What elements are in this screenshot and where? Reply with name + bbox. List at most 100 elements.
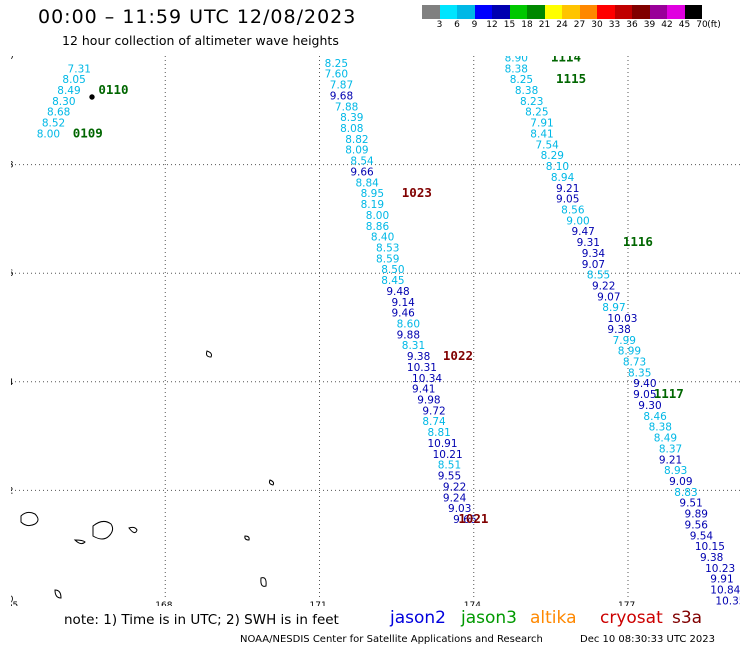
island-shape [206,350,212,358]
colorbar-swatch [579,5,597,19]
longitude-tick-label: 177 [618,601,635,606]
wave-height-value: 8.55 [587,270,610,282]
wave-height-value: 9.98 [417,395,440,407]
colorbar-level-label: 24 [556,20,568,30]
wave-height-value: 8.05 [62,74,85,86]
island-shape [73,539,86,545]
colorbar-level-label: 3 [436,20,443,30]
wave-height-value: 9.38 [700,552,723,564]
wave-height-value: 7.88 [335,101,358,113]
colorbar-swatch [632,5,650,19]
wave-height-value: 9.72 [422,405,445,417]
wave-height-value: 9.38 [607,324,630,336]
wave-height-value: 8.41 [530,128,553,140]
legend-s3a: s3a [672,608,703,628]
wave-height-value: 7.31 [68,63,91,75]
colorbar-swatch [684,5,702,19]
pass-time-label: 0110 [98,82,128,97]
legend-jason2: jason2 [390,608,446,628]
colorbar-level-label: 18 [521,20,533,30]
credit-text: NOAA/NESDIS Center for Satellite Applica… [240,634,543,645]
wave-height-value: 8.99 [618,346,641,358]
wave-height-value: 9.66 [350,166,374,178]
wave-height-value: 8.19 [361,199,384,211]
wave-height-value: 9.89 [685,509,708,521]
wave-height-value: 8.68 [47,107,70,119]
colorbar-swatch [439,5,457,19]
wave-height-value: 8.73 [623,357,646,369]
wave-height-value: 9.46 [391,308,415,320]
wave-height-value: 8.00 [37,128,60,140]
wave-height-value: 8.93 [664,465,687,477]
colorbar-swatch [474,5,492,19]
wave-height-value: 10.35 [715,595,740,606]
wave-height-value: 8.23 [520,96,543,108]
colorbar-swatch [509,5,527,19]
colorbar-unit-label: (ft) [707,20,721,30]
wave-height-value: 9.24 [443,492,467,504]
wave-height-value: 7.91 [530,118,553,130]
latitude-tick-label: 18 [11,161,14,171]
wave-height-value: 8.38 [505,63,528,75]
wave-height-value: 8.29 [541,150,564,162]
island-dot [89,94,95,100]
colorbar-level-label: 30 [591,20,603,30]
wave-height-value: 8.86 [366,221,390,233]
island-shape [128,526,138,534]
wave-height-value: 9.05 [556,194,579,206]
wave-height-value: 9.91 [710,574,733,586]
wave-height-value: 8.25 [525,107,548,119]
wave-height-value: 10.15 [695,541,725,553]
wave-height-value: 9.51 [679,498,702,510]
wave-height-value: 8.97 [602,302,625,314]
wave-height-value: 8.51 [438,460,461,472]
wave-height-value: 7.87 [330,80,353,92]
wave-height-value: 9.21 [659,454,682,466]
colorbar-level-label: 6 [454,20,460,30]
wave-height-value: 8.74 [422,416,446,428]
wave-height-value: 9.41 [412,384,435,396]
colorbar-level-label: 12 [486,20,498,30]
island-shape [54,589,62,599]
wave-height-value: 8.38 [649,422,672,434]
colorbar-swatch [457,5,475,19]
wave-height-value: 7.60 [325,69,348,81]
colorbar-level-label: 33 [608,20,621,30]
wave-height-value: 8.08 [340,123,363,135]
latitude-tick-label: 12 [11,486,13,496]
wave-height-value: 8.09 [345,145,368,157]
island-shape [268,479,275,486]
latitude-tick-label: 14 [11,378,14,388]
island-outlines [20,94,275,599]
pass-time-label: 1022 [443,348,473,363]
colorbar-swatch [562,5,580,19]
island-shape [260,577,267,587]
wave-height-value: 8.90 [505,56,528,64]
legend-altika: altika [530,608,577,628]
colorbar-level-label: 9 [471,20,478,30]
pass-time-label: 1117 [654,386,684,401]
wave-height-value: 8.82 [345,134,368,146]
wave-height-value: 9.05 [633,389,656,401]
wave-height-value: 9.34 [582,248,606,260]
wave-height-value: 10.91 [427,438,457,450]
colorbar-swatch [614,5,632,19]
wave-height-value: 9.07 [582,259,605,271]
wave-height-value: 8.39 [340,112,363,124]
wave-height-value: 8.60 [397,319,420,331]
colorbar-swatch [667,5,685,19]
wave-height-value: 9.55 [438,471,461,483]
colorbar-swatch [527,5,545,19]
note-text: note: 1) Time is in UTC; 2) SWH is in fe… [64,612,339,628]
island-shape [92,520,114,540]
wave-height-value: 9.22 [592,280,615,292]
wave-height-value: 9.30 [638,400,661,412]
colorbar-swatch [422,5,440,19]
wave-height-value: 8.83 [674,487,697,499]
colorbar-swatch [492,5,510,19]
legend-jason3: jason3 [461,608,517,628]
wave-height-value: 9.54 [690,530,714,542]
wave-height-value: 7.99 [613,335,636,347]
wave-height-value: 8.10 [546,161,569,173]
wave-height-value: 8.81 [427,427,450,439]
